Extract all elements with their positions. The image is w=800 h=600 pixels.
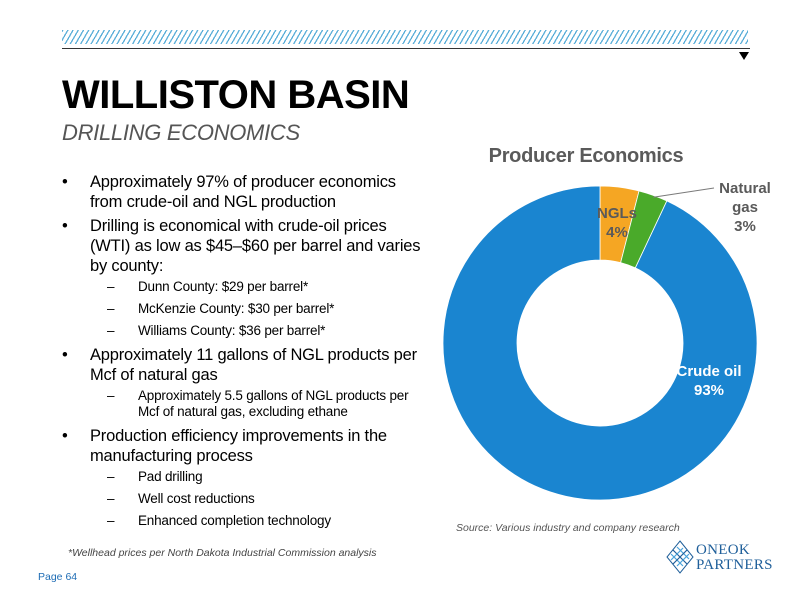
bullet-text: Approximately 11 gallons of NGL products… (90, 346, 417, 384)
sub-bullet-item: Dunn County: $29 per barrel* (90, 279, 422, 295)
sub-bullet-item: Williams County: $36 per barrel* (90, 323, 422, 339)
donut-slice-crude-oil (442, 185, 758, 501)
sub-bullet-item: Pad drilling (90, 469, 422, 485)
page-number: Page 64 (38, 571, 78, 583)
triangle-marker-icon (739, 52, 749, 60)
oneok-diamond-logo-icon (666, 540, 694, 574)
bullet-item: Approximately 97% of producer economics … (62, 172, 422, 212)
slide-subtitle: DRILLING ECONOMICS (62, 120, 300, 145)
logo-line1: ONEOK (696, 542, 750, 558)
logo-line2: PARTNERS (696, 557, 773, 573)
data-label-natural-gas: Natural gas 3% (719, 180, 771, 235)
sub-bullet-item: Approximately 5.5 gallons of NGL product… (90, 388, 422, 420)
sub-bullet-list: Approximately 5.5 gallons of NGL product… (90, 388, 422, 420)
data-label-crude-oil: Crude oil 93% (676, 363, 741, 399)
bullet-list: Approximately 97% of producer economics … (62, 172, 422, 535)
bullet-item: Drilling is economical with crude-oil pr… (62, 216, 422, 339)
sub-bullet-list: Dunn County: $29 per barrel* McKenzie Co… (90, 279, 422, 339)
sub-bullet-item: McKenzie County: $30 per barrel* (90, 301, 422, 317)
header-hatch-decoration (62, 30, 748, 44)
bullet-item: Approximately 11 gallons of NGL products… (62, 345, 422, 420)
bullet-item: Production efficiency improvements in th… (62, 426, 422, 529)
source-note: Source: Various industry and company res… (456, 522, 680, 534)
header-rule (62, 48, 750, 49)
footnote: *Wellhead prices per North Dakota Indust… (68, 547, 377, 559)
slide-title: WILLISTON BASIN (62, 73, 410, 117)
logo-text: ONEOK PARTNERS (696, 543, 773, 573)
chart-title: Producer Economics (488, 145, 684, 167)
bullet-text: Production efficiency improvements in th… (90, 427, 387, 465)
natural-gas-leader-line (653, 187, 715, 198)
data-label-ngls: NGLs 4% (597, 205, 637, 241)
sub-bullet-list: Pad drilling Well cost reductions Enhanc… (90, 469, 422, 529)
sub-bullet-item: Enhanced completion technology (90, 513, 422, 529)
sub-bullet-item: Well cost reductions (90, 491, 422, 507)
bullet-text: Drilling is economical with crude-oil pr… (90, 217, 421, 275)
company-logo: ONEOK PARTNERS (666, 540, 773, 574)
